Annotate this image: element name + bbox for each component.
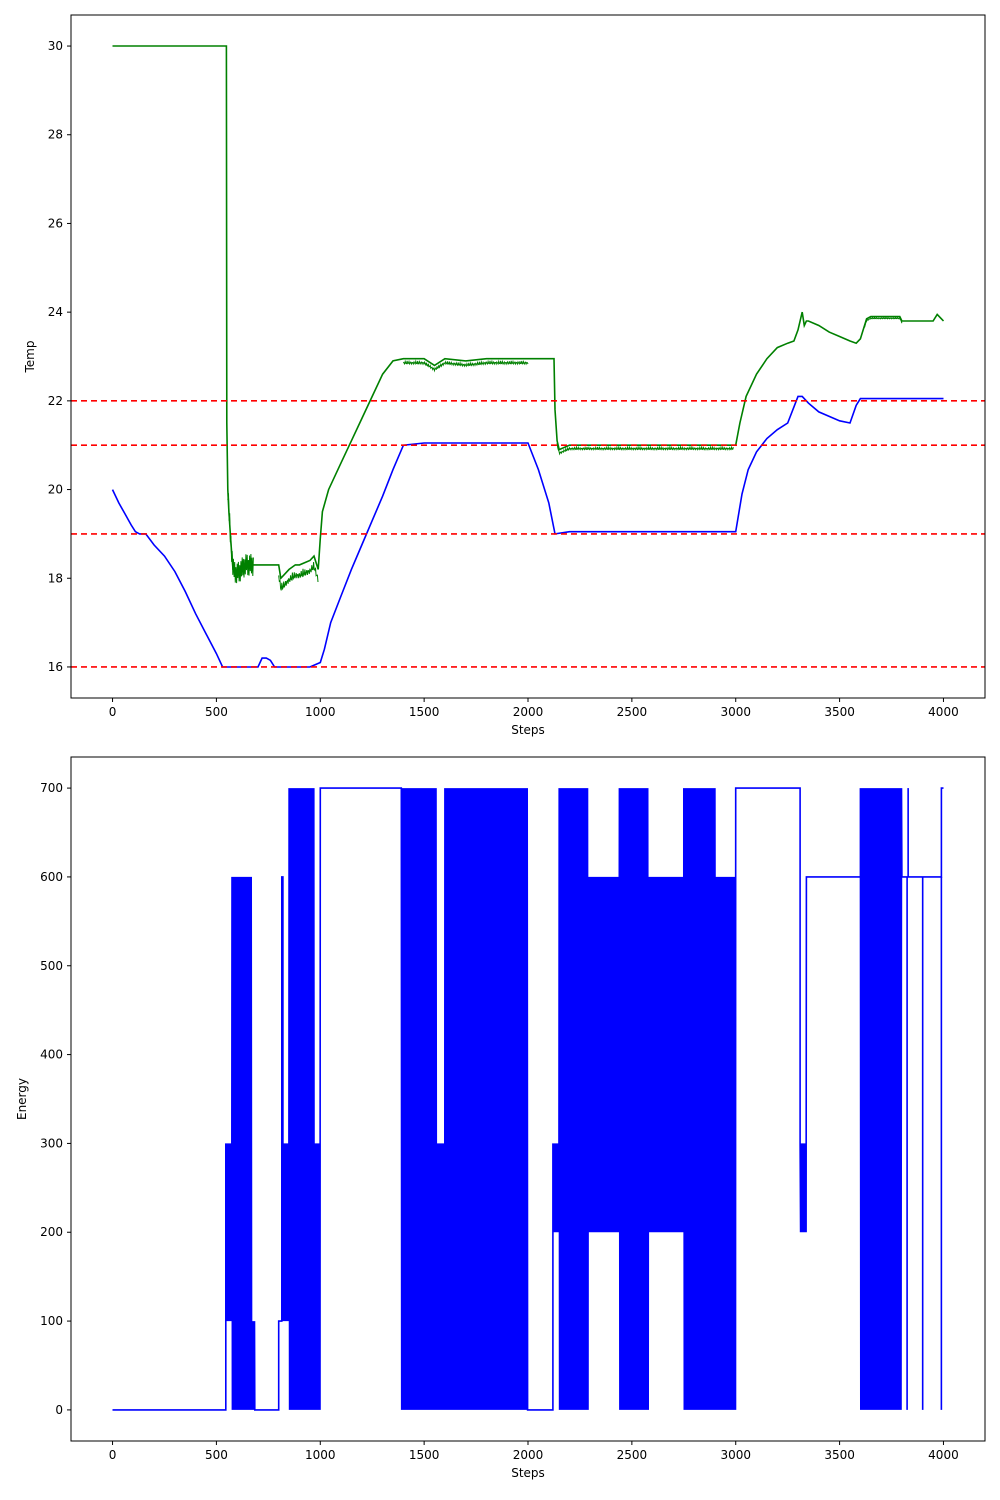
y-tick-label: 18 xyxy=(48,571,63,585)
x-tick-label: 4000 xyxy=(928,1448,959,1462)
series-green-oscillation xyxy=(556,442,734,456)
x-tick-label: 500 xyxy=(205,705,228,719)
y-tick-label: 22 xyxy=(48,394,63,408)
temp-plot-area xyxy=(71,45,985,668)
energy-x-axis-label: Steps xyxy=(511,1466,545,1480)
y-tick-label: 20 xyxy=(48,483,63,497)
y-tick-label: 300 xyxy=(40,1136,63,1150)
y-tick-label: 400 xyxy=(40,1048,63,1062)
y-tick-label: 200 xyxy=(40,1225,63,1239)
series-green-oscillation xyxy=(864,316,903,328)
energy-chart: 0 500 1000 1500 2000 2500 3000 3500 4000 0 100 200… xyxy=(15,756,986,1480)
x-tick-label: 3000 xyxy=(720,1448,751,1462)
x-tick-label: 3500 xyxy=(824,705,855,719)
x-tick-label: 0 xyxy=(109,705,117,719)
energy-y-axis-label: Energy xyxy=(15,1078,29,1120)
x-tick-label: 3000 xyxy=(720,705,751,719)
x-tick-label: 4000 xyxy=(928,705,959,719)
y-tick-label: 100 xyxy=(40,1314,63,1328)
temp-y-axis-label: Temp xyxy=(23,341,37,374)
temp-y-ticks: 16 18 20 22 24 26 28 30 xyxy=(48,39,71,674)
series-green-oscillation xyxy=(278,561,319,591)
x-tick-label: 2000 xyxy=(513,1448,544,1462)
y-tick-label: 30 xyxy=(48,39,63,53)
y-tick-label: 28 xyxy=(48,128,63,142)
series-green-line xyxy=(112,45,945,581)
temp-x-axis-label: Steps xyxy=(511,723,545,737)
y-tick-label: 16 xyxy=(48,660,63,674)
x-tick-label: 500 xyxy=(205,1448,228,1462)
x-tick-label: 2500 xyxy=(617,1448,648,1462)
x-tick-label: 1500 xyxy=(409,1448,440,1462)
y-tick-label: 700 xyxy=(40,781,63,795)
x-tick-label: 2500 xyxy=(617,705,648,719)
y-tick-label: 500 xyxy=(40,959,63,973)
temp-chart: 0 500 1000 1500 2000 2500 3000 3500 4000 16 18 20 2… xyxy=(23,14,986,737)
x-tick-label: 3500 xyxy=(824,1448,855,1462)
y-tick-label: 0 xyxy=(55,1403,63,1417)
temp-x-ticks: 0 500 1000 1500 2000 2500 3000 3500 4000 xyxy=(109,698,959,719)
x-tick-label: 2000 xyxy=(513,705,544,719)
energy-plot-area xyxy=(112,787,944,1411)
x-tick-label: 0 xyxy=(109,1448,117,1462)
x-tick-label: 1000 xyxy=(305,705,336,719)
y-tick-label: 24 xyxy=(48,305,63,319)
series-blue-line xyxy=(111,395,944,668)
y-tick-label: 600 xyxy=(40,870,63,884)
energy-x-ticks: 0 500 1000 1500 2000 2500 3000 3500 4000 xyxy=(109,1441,959,1462)
x-tick-label: 1500 xyxy=(409,705,440,719)
series-green-oscillation xyxy=(402,359,529,373)
energy-series-line xyxy=(112,787,944,1411)
energy-y-ticks: 0 100 200 300 400 500 600 700 xyxy=(40,781,71,1417)
x-tick-label: 1000 xyxy=(305,1448,336,1462)
y-tick-label: 26 xyxy=(48,216,63,230)
series-green-oscillation xyxy=(227,493,254,584)
